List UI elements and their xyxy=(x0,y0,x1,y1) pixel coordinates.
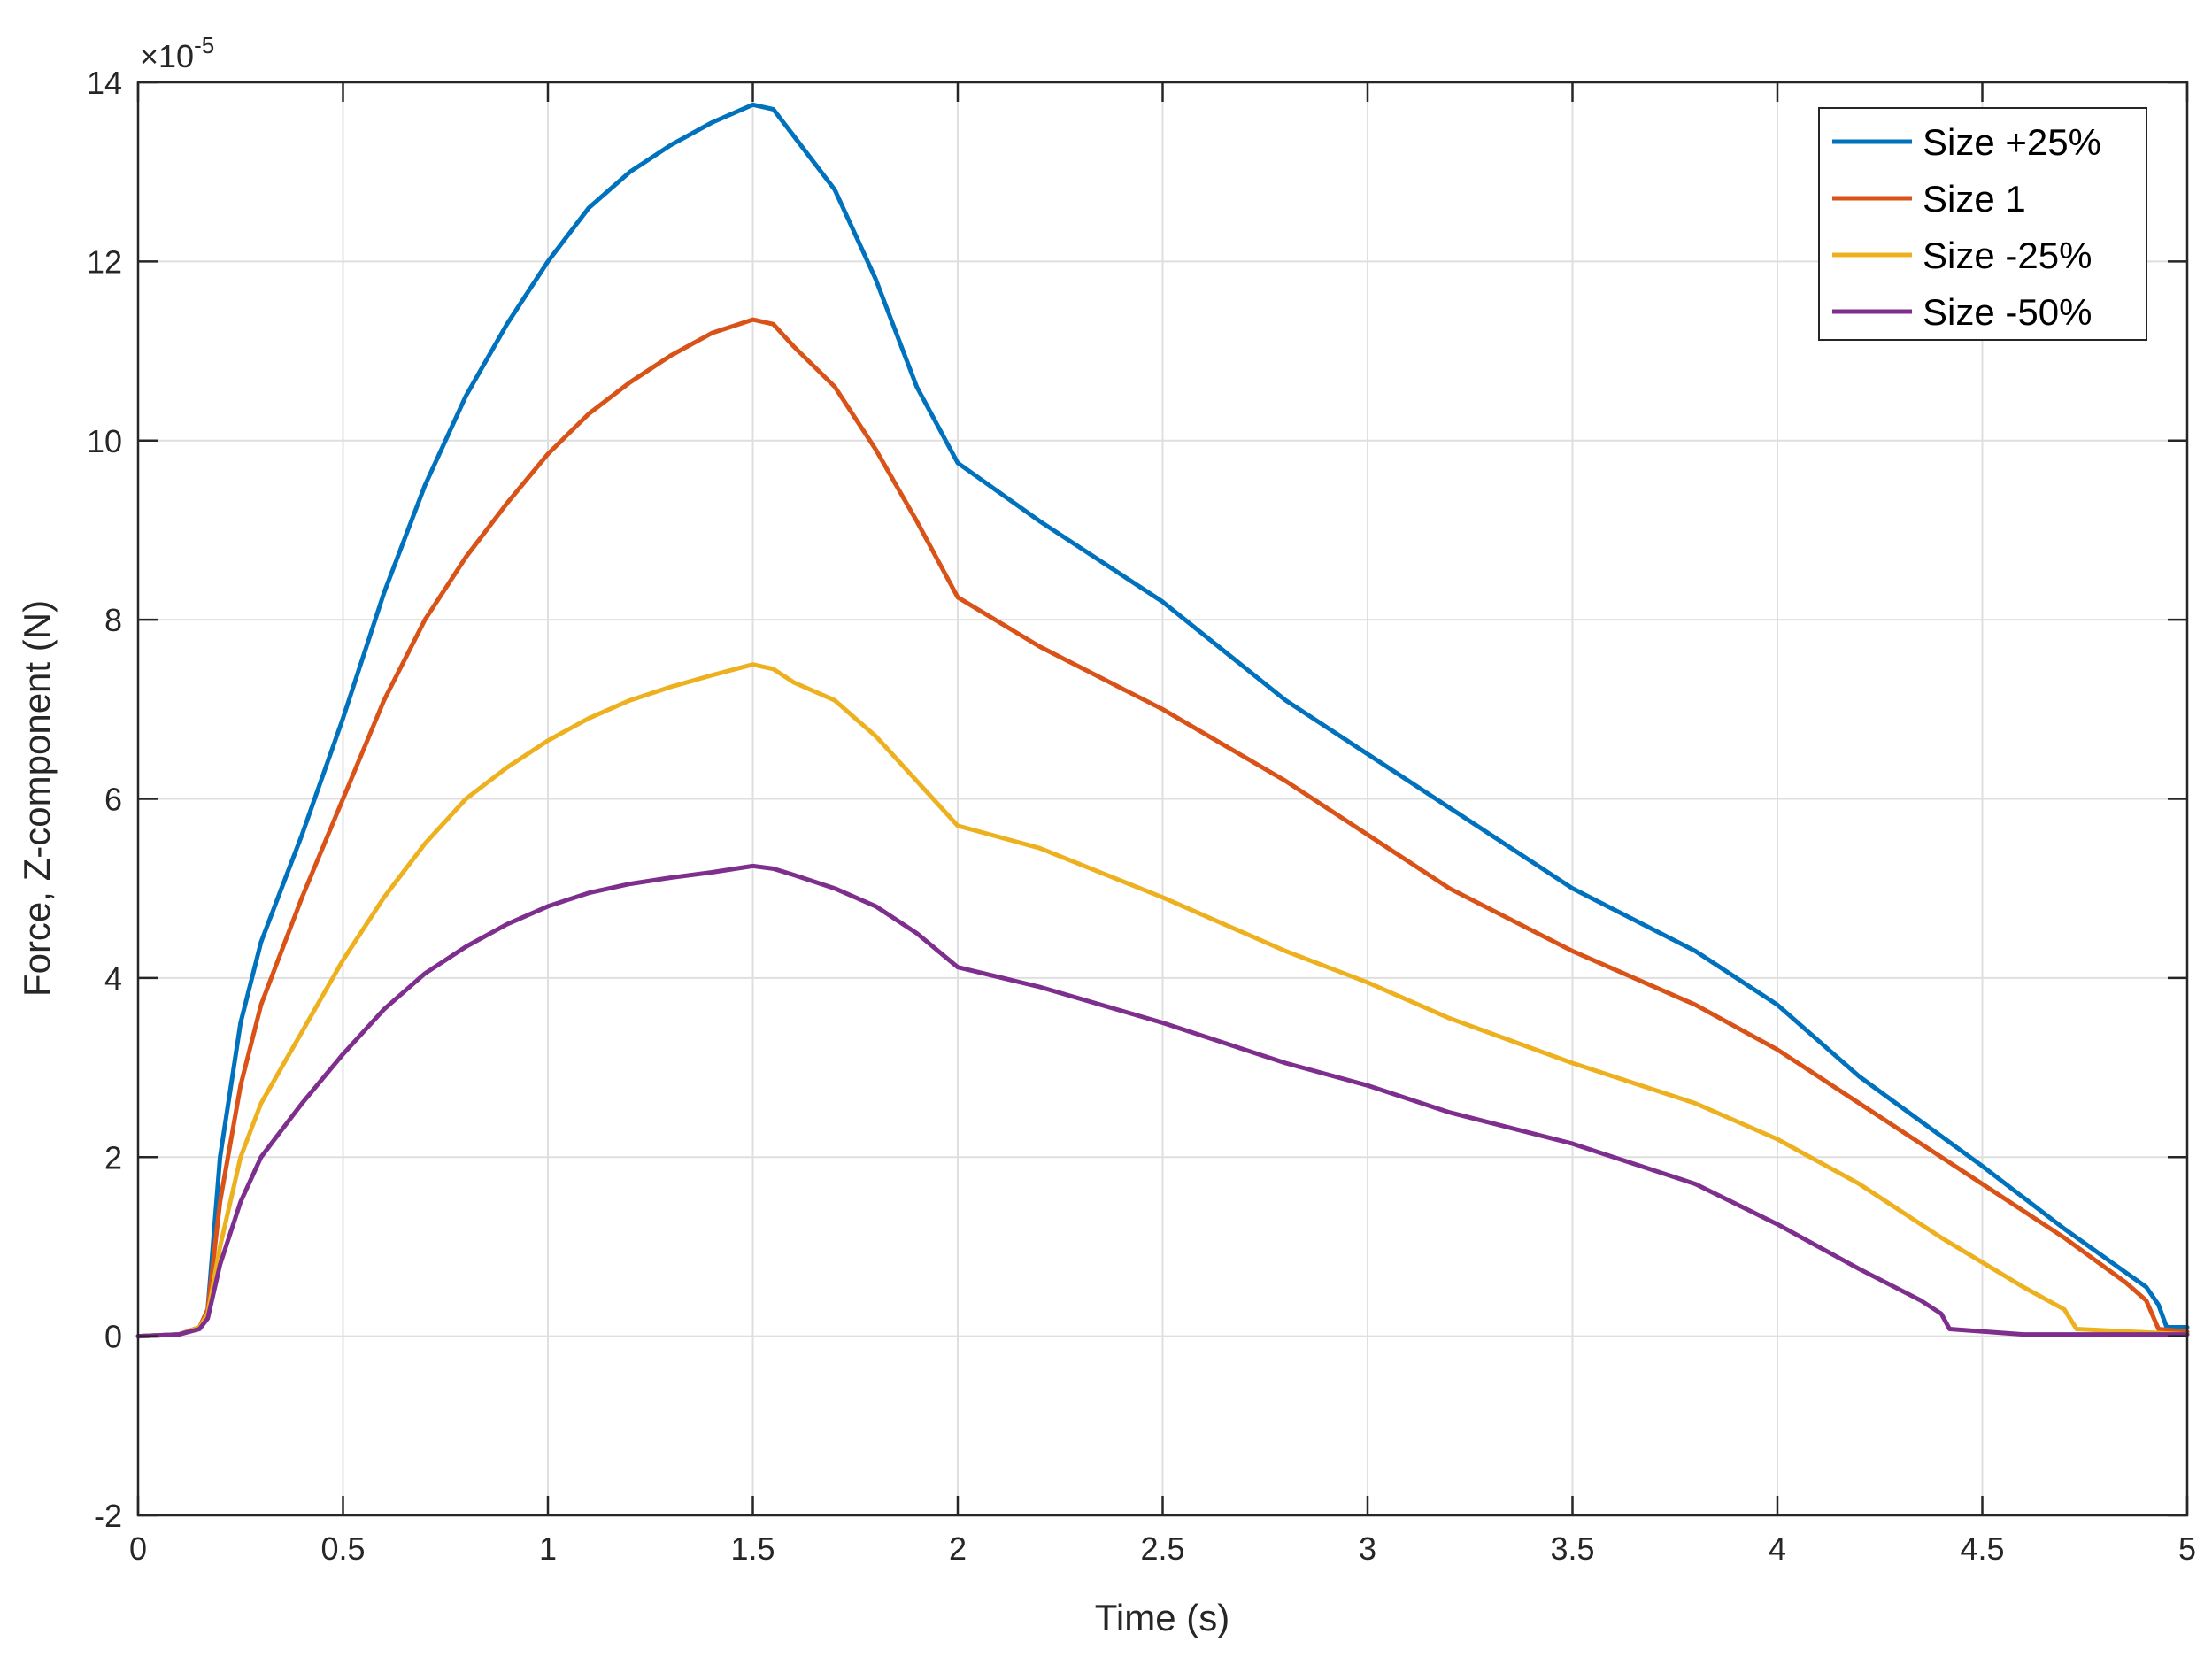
x-tick-label: 0.5 xyxy=(320,1530,365,1567)
y-tick-label: 0 xyxy=(104,1319,122,1355)
y-tick-label: 14 xyxy=(87,65,122,101)
x-tick-label: 5 xyxy=(2178,1530,2196,1567)
series-line-2 xyxy=(135,317,2190,1339)
x-tick-label: 1 xyxy=(539,1530,557,1567)
y-tick-label: 10 xyxy=(87,423,122,459)
legend-entry: Size +25% xyxy=(1923,121,2101,163)
y-axis-label: Force, Z-component (N) xyxy=(16,600,58,997)
x-tick-label: 4.5 xyxy=(1960,1530,2004,1567)
y-tick-label: 4 xyxy=(104,960,122,997)
series-line-4 xyxy=(135,863,2190,1339)
y-tick-label: 12 xyxy=(87,243,122,280)
x-tick-label: 0 xyxy=(129,1530,147,1567)
legend-entry: Size -50% xyxy=(1923,291,2092,333)
x-tick-label: 3.5 xyxy=(1550,1530,1594,1567)
series-line-3 xyxy=(135,662,2190,1339)
series-lines xyxy=(135,102,2190,1339)
x-axis-ticks: 0 0.5 1 1.5 2 2.5 3 3.5 4 4.5 5 xyxy=(129,82,2196,1567)
y-axis-ticks: -2 0 2 4 6 8 10 12 14 xyxy=(87,65,2187,1534)
legend: Size +25% Size 1 Size -25% Size -50% xyxy=(1818,107,2147,341)
x-tick-label: 3 xyxy=(1359,1530,1376,1567)
y-axis-exponent: ×10-5 xyxy=(140,32,214,74)
y-tick-label: -2 xyxy=(94,1498,122,1534)
y-tick-label: 2 xyxy=(104,1139,122,1175)
series-line-1 xyxy=(135,102,2190,1339)
y-tick-label: 6 xyxy=(104,782,122,818)
y-axis-exponent-power: -5 xyxy=(194,32,214,58)
legend-entry: Size -25% xyxy=(1923,235,2092,276)
legend-entry: Size 1 xyxy=(1923,178,2026,220)
x-tick-label: 1.5 xyxy=(730,1530,775,1567)
legend-box xyxy=(1818,107,2147,341)
x-tick-label: 2 xyxy=(949,1530,967,1567)
y-tick-label: 8 xyxy=(104,602,122,638)
x-tick-label: 2.5 xyxy=(1140,1530,1184,1567)
x-axis-label: Time (s) xyxy=(1095,1597,1229,1638)
x-tick-label: 4 xyxy=(1769,1530,1786,1567)
